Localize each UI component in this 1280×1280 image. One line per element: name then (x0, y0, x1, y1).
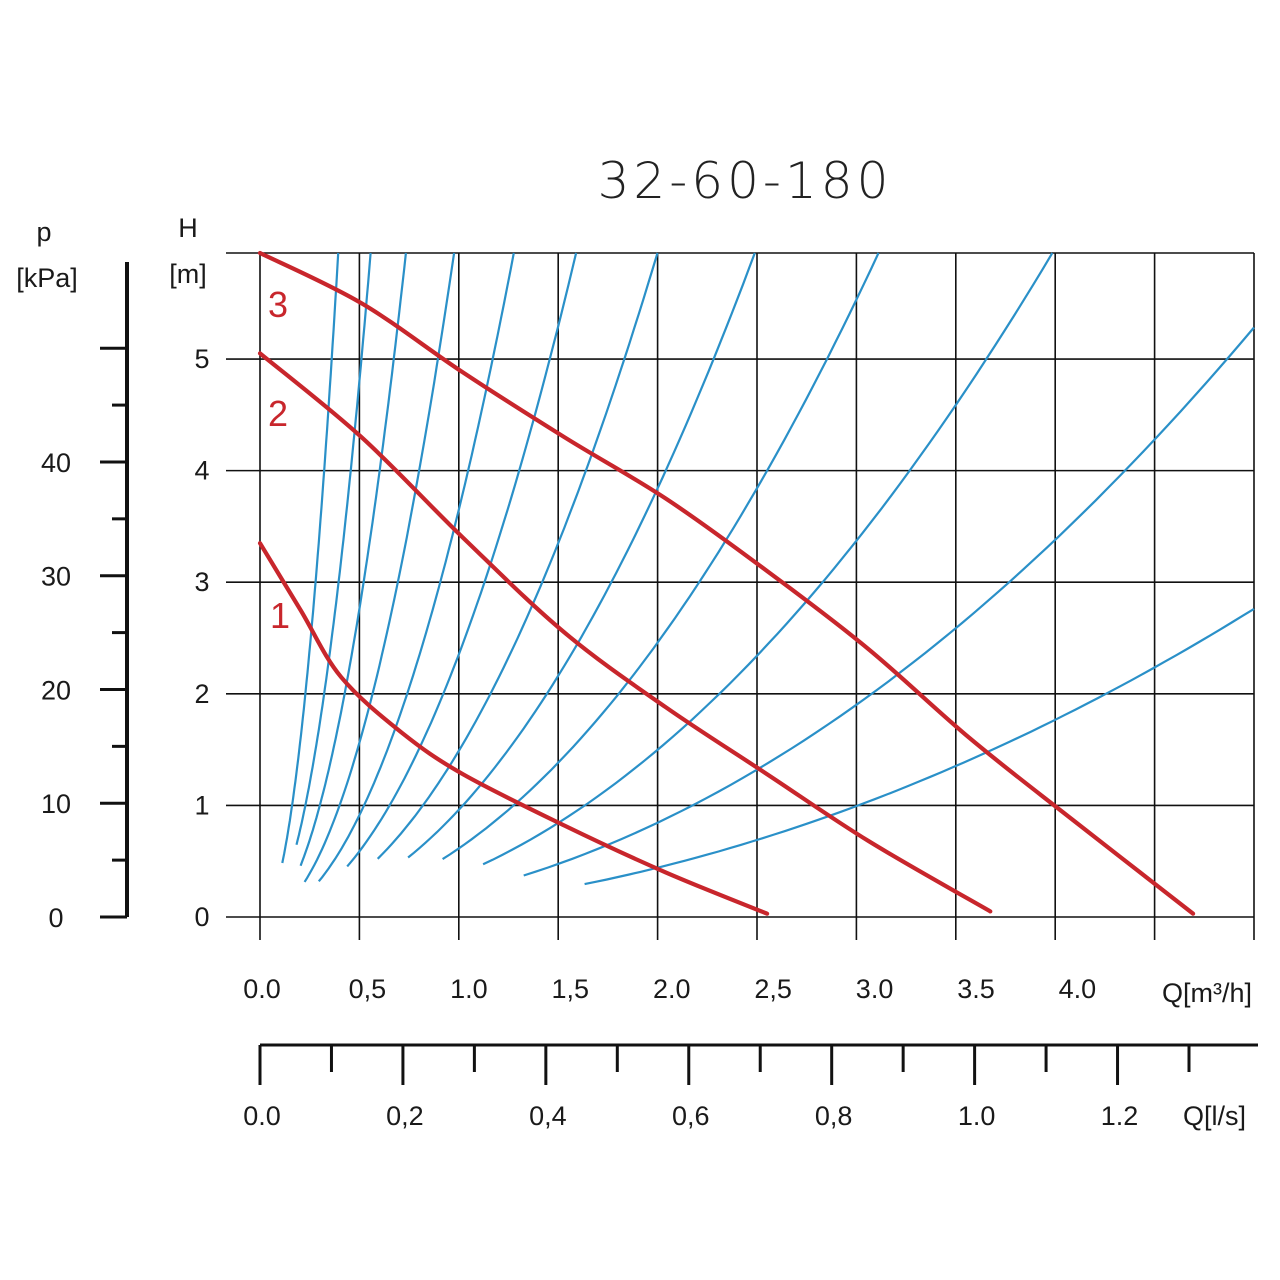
y-tick-label: 2 (194, 679, 209, 709)
p-tick-label: 10 (41, 789, 71, 819)
system-curve (584, 607, 1255, 886)
system-curve (317, 252, 515, 883)
x-tick-label: 3.0 (856, 974, 894, 1004)
y-tick-label: 1 (194, 790, 209, 820)
x2-tick-label: 1.0 (958, 1101, 996, 1131)
system-curves (281, 252, 1255, 886)
x2-tick-label: 0.0 (243, 1101, 281, 1131)
system-curve (303, 252, 456, 883)
x2-axis: 0.0 0,2 0,4 0,6 0,8 1.0 1.2 (243, 1043, 1258, 1131)
system-curve (346, 252, 578, 868)
x2-tick-label: 0,6 (672, 1101, 710, 1131)
pump-curve-3 (257, 250, 1196, 916)
p-tick-label: 0 (48, 903, 63, 933)
x-axis-ticks: 0.0 0,5 1.0 1,5 2.0 2,5 3.0 3.5 4.0 (243, 974, 1096, 1004)
system-curve (281, 252, 340, 864)
p-axis-unit: [kPa] (16, 263, 78, 293)
system-curve (299, 252, 407, 867)
chart-title: 32-60-180 (598, 152, 893, 210)
p-tick-label: 40 (41, 448, 71, 478)
y-tick-label: 4 (194, 456, 209, 486)
y-axis-label: H (178, 213, 198, 243)
y-axis-unit: [m] (169, 259, 207, 289)
p-axis: 0 10 20 30 40 (41, 262, 129, 933)
system-curve (295, 252, 372, 845)
y-tick-label: 0 (194, 902, 209, 932)
x-tick-label: 4.0 (1059, 974, 1097, 1004)
x2-tick-label: 0,8 (815, 1101, 853, 1131)
x-tick-label: 1,5 (552, 974, 590, 1004)
p-tick-label: 30 (41, 562, 71, 592)
system-curve (482, 252, 1054, 866)
p-axis-label: p (36, 217, 51, 247)
x2-tick-label: 0,4 (529, 1101, 567, 1131)
system-curve (442, 252, 880, 861)
curve-label-2: 2 (268, 393, 288, 434)
pump-curves (257, 250, 1196, 916)
system-curve (407, 252, 756, 859)
p-tick-label: 20 (41, 675, 71, 705)
x-tick-label: 2,5 (754, 974, 792, 1004)
y-tick-label: 3 (194, 567, 209, 597)
pump-curve-1 (257, 541, 770, 916)
y-tick-label: 5 (194, 344, 209, 374)
x2-axis-label: Q[l/s] (1183, 1101, 1246, 1131)
pump-curve-2 (257, 351, 993, 914)
grid (226, 252, 1255, 940)
x-tick-label: 0,5 (349, 974, 387, 1004)
system-curve (523, 326, 1255, 877)
x2-tick-label: 1.2 (1101, 1101, 1139, 1131)
x-tick-label: 2.0 (653, 974, 691, 1004)
x-tick-label: 1.0 (450, 974, 488, 1004)
x-tick-label: 0.0 (243, 974, 281, 1004)
x2-tick-label: 0,2 (386, 1101, 424, 1131)
y-axis-ticks: 0 1 2 3 4 5 (194, 344, 209, 932)
x-axis-label: Q[m³/h] (1162, 978, 1252, 1008)
curve-label-3: 3 (268, 284, 288, 325)
system-curve (376, 252, 659, 860)
x-tick-label: 3.5 (957, 974, 995, 1004)
curve-label-1: 1 (270, 595, 290, 636)
